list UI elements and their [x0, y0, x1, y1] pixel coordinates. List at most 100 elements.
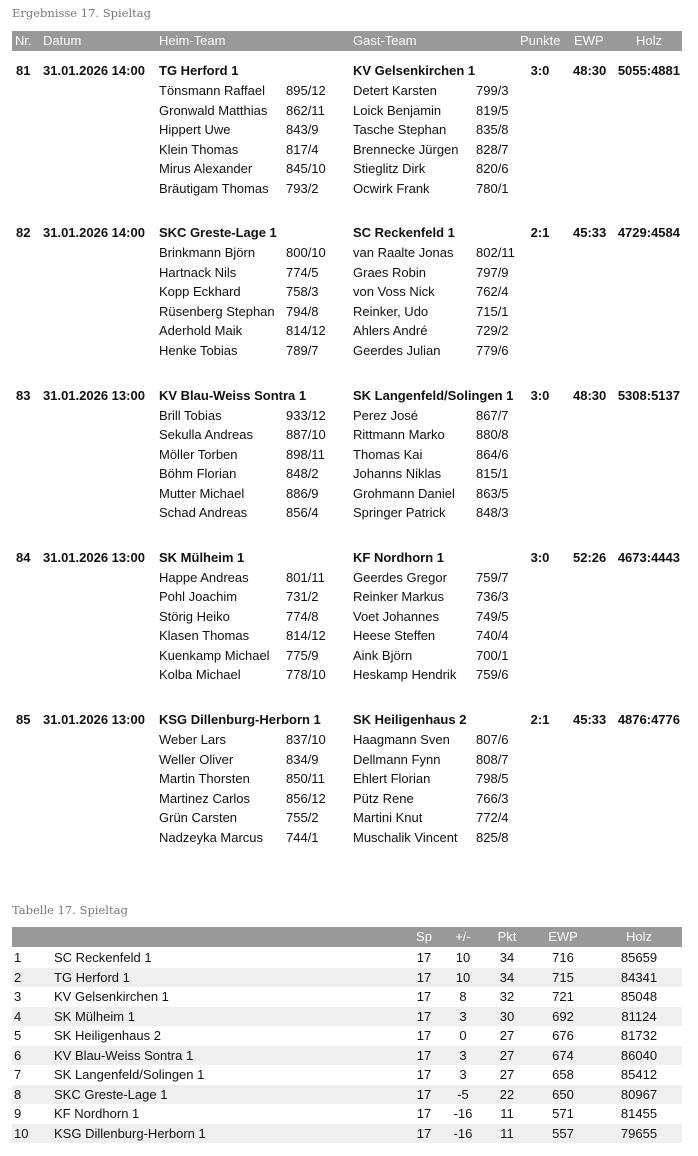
- away-player-name: Haagmann Sven: [353, 732, 450, 748]
- away-player-score: 864/6: [476, 446, 509, 462]
- rank: 7: [14, 1067, 22, 1082]
- away-player-name: Ahlers André: [353, 323, 428, 339]
- col-punkte: Punkte: [520, 33, 561, 48]
- player-row: Klein Thomas 817/4 Brennecke Jürgen 828/7: [0, 140, 698, 160]
- home-player-score: 814/12: [286, 628, 326, 644]
- game-summary-row: 81 31.01.2026 14:00 TG Herford 1 KV Gelsenk…: [0, 61, 698, 81]
- holz: 80967: [620, 1086, 658, 1102]
- points: 30: [499, 1008, 515, 1024]
- col-pkt: Pkt: [497, 929, 517, 944]
- ewp: 650: [552, 1086, 574, 1102]
- home-player-name: Gronwald Matthias: [159, 102, 268, 118]
- home-player-name: Weber Lars: [159, 732, 226, 748]
- home-player-score: 793/2: [286, 180, 319, 196]
- table-row: 1 SC Reckenfeld 1 17 10 34 716 85659: [12, 948, 682, 968]
- away-player-score: 802/11: [476, 245, 515, 261]
- away-player-name: Springer Patrick: [353, 505, 446, 521]
- home-player-name: Martin Thorsten: [159, 771, 250, 787]
- diff: -5: [457, 1086, 469, 1102]
- away-player-name: Ocwirk Frank: [353, 180, 430, 196]
- team-name: SK Mülheim 1: [54, 1008, 135, 1024]
- rank: 3: [14, 989, 22, 1004]
- home-team: SK Mülheim 1: [159, 549, 245, 565]
- col-gast: Gast-Team: [353, 33, 417, 48]
- game-ewp: 52:26: [573, 549, 607, 565]
- games-played: 17: [416, 950, 432, 965]
- holz: 85048: [620, 989, 658, 1004]
- results-header: Nr. Datum Heim-Team Gast-Team Punkte EWP…: [12, 31, 682, 51]
- game-ewp: 45:33: [573, 712, 607, 728]
- holz: 85659: [620, 950, 658, 965]
- away-player-name: Brennecke Jürgen: [353, 141, 459, 157]
- holz: 81732: [620, 1028, 658, 1043]
- away-player-name: Stieglitz Dirk: [353, 161, 426, 176]
- away-player-name: von Voss Nick: [353, 284, 435, 300]
- home-player-name: Klein Thomas: [159, 141, 239, 157]
- rank: 9: [14, 1106, 22, 1121]
- away-player-score: 780/1: [476, 180, 509, 196]
- col-ewp: EWP: [548, 929, 578, 944]
- table-header: Sp +/- Pkt EWP Holz: [12, 927, 682, 947]
- diff: -16: [453, 1125, 473, 1141]
- away-player-score: 749/5: [476, 608, 509, 624]
- player-row: Hartnack Nils 774/5 Graes Robin 797/9: [0, 263, 698, 283]
- rank: 1: [14, 950, 22, 965]
- home-player-name: Bräutigam Thomas: [159, 180, 269, 196]
- points: 11: [500, 1106, 514, 1121]
- diff: 3: [459, 1067, 467, 1082]
- player-row: Happe Andreas 801/11 Geerdes Gregor 759/7: [0, 568, 698, 588]
- ewp: 721: [552, 989, 574, 1004]
- points: 27: [499, 1067, 515, 1082]
- game-nr: 85: [16, 712, 31, 728]
- player-row: Möller Torben 898/11 Thomas Kai 864/6: [0, 445, 698, 465]
- game-points: 2:1: [530, 712, 550, 728]
- away-team: KV Gelsenkirchen 1: [353, 63, 476, 78]
- game-date: 31.01.2026 13:00: [43, 712, 145, 728]
- player-row: Martin Thorsten 850/11 Ehlert Florian 798/5: [0, 769, 698, 789]
- games-played: 17: [416, 1106, 432, 1121]
- col-sp: Sp: [416, 929, 432, 944]
- game-summary-row: 83 31.01.2026 13:00 KV Blau-Weiss Sontra 1…: [0, 386, 698, 406]
- home-player-score: 774/8: [286, 608, 319, 624]
- home-player-name: Pohl Joachim: [159, 589, 238, 605]
- away-player-name: Johanns Niklas: [353, 466, 442, 482]
- col-holz: Holz: [625, 929, 652, 944]
- away-player-score: 759/7: [476, 569, 509, 585]
- game-date: 31.01.2026 13:00: [43, 549, 145, 565]
- home-player-name: Sekulla Andreas: [159, 427, 253, 443]
- away-player-score: 808/7: [476, 751, 509, 767]
- col-ewp: EWP: [574, 33, 604, 48]
- diff: -16: [453, 1106, 473, 1121]
- table-row: 9 KF Nordhorn 1 17 -16 11 571 81455: [12, 1104, 682, 1124]
- home-player-name: Weller Oliver: [159, 751, 234, 767]
- home-player-score: 862/11: [286, 102, 325, 118]
- table-title: Tabelle 17. Spieltag: [12, 903, 128, 917]
- home-player-name: Aderhold Maik: [159, 323, 243, 339]
- home-player-name: Martinez Carlos: [159, 790, 251, 806]
- player-row: Pohl Joachim 731/2 Reinker Markus 736/3: [0, 587, 698, 607]
- game-ewp: 48:30: [573, 387, 607, 403]
- rank: 5: [14, 1028, 22, 1043]
- away-player-name: Thomas Kai: [353, 446, 423, 462]
- home-player-name: Kolba Michael: [159, 667, 241, 683]
- ewp: 571: [552, 1106, 574, 1121]
- away-player-name: Geerdes Gregor: [353, 569, 447, 585]
- home-player-score: 848/2: [286, 466, 319, 482]
- player-row: Klasen Thomas 814/12 Heese Steffen 740/4: [0, 626, 698, 646]
- player-row: Sekulla Andreas 887/10 Rittmann Marko 880/8: [0, 425, 698, 445]
- home-team: SKC Greste-Lage 1: [159, 225, 277, 241]
- game-summary-row: 82 31.01.2026 14:00 SKC Greste-Lage 1 SC Re…: [0, 223, 698, 243]
- player-row: Mutter Michael 886/9 Grohmann Daniel 863/5: [0, 484, 698, 504]
- home-player-name: Brinkmann Björn: [159, 245, 256, 261]
- home-player-score: 886/9: [286, 485, 319, 501]
- player-row: Kolba Michael 778/10 Heskamp Hendrik 759/6: [0, 665, 698, 685]
- away-player-score: 815/1: [476, 466, 509, 482]
- home-player-score: 731/2: [286, 589, 319, 605]
- away-player-name: Perez José: [353, 407, 419, 423]
- away-player-score: 700/1: [476, 647, 509, 663]
- col-nr: Nr.: [15, 33, 32, 48]
- holz: 85412: [620, 1067, 658, 1082]
- game-holz: 5308:5137: [617, 387, 680, 403]
- away-player-name: Pütz Rene: [353, 790, 414, 806]
- game-points: 3:0: [530, 549, 550, 565]
